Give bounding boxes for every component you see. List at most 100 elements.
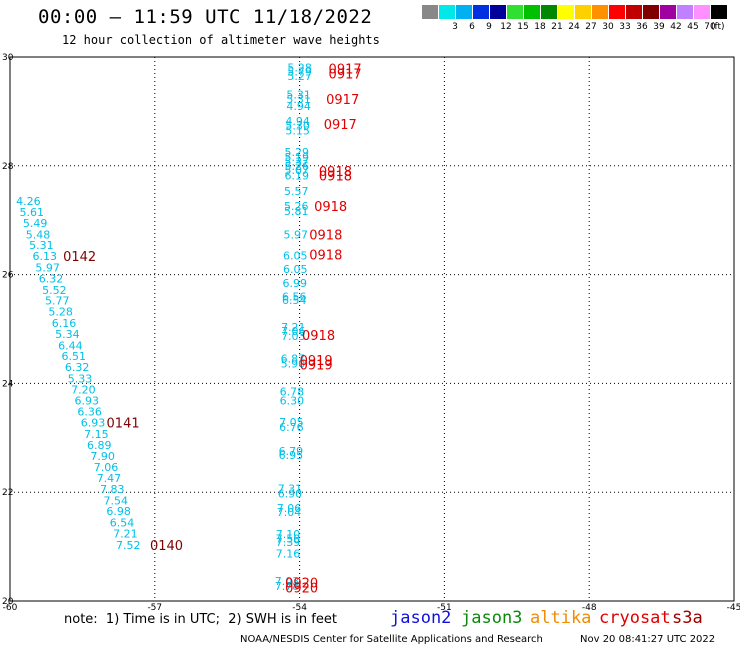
wave-height-value: 6.44	[58, 339, 83, 352]
wave-height-value: 7.04	[277, 506, 302, 519]
wave-height-value: 6.51	[61, 350, 86, 363]
legend-swatch	[609, 5, 625, 19]
legend-swatch	[677, 5, 693, 19]
wave-height-value: 5.77	[45, 295, 70, 308]
legend-label: 39	[653, 22, 665, 32]
pass-time-label: 0917	[329, 62, 362, 77]
pass-time-label: 0917	[329, 67, 362, 82]
wave-height-value: 5.31	[29, 239, 54, 252]
wave-height-value: 6.19	[284, 170, 309, 183]
legend-label: 45	[687, 22, 699, 32]
wave-height-value: 6.90	[278, 487, 303, 500]
wave-height-value: 7.31	[278, 482, 303, 495]
wave-height-value: 6.76	[279, 421, 304, 434]
legend-swatch	[541, 5, 557, 19]
wave-height-value: 7.83	[100, 483, 125, 496]
chart-subtitle: 12 hour collection of altimeter wave hei…	[62, 33, 380, 47]
wave-height-value: 7.06	[277, 502, 302, 515]
y-tick-label: 26	[2, 271, 14, 281]
legend-label: 21	[551, 22, 563, 32]
wave-height-value: 5.29	[284, 146, 309, 159]
wave-height-value: 6.79	[279, 445, 304, 458]
wave-height-value: 4.94	[286, 100, 311, 113]
legend-swatch	[626, 5, 642, 19]
legend-swatch	[490, 5, 506, 19]
wave-height-value: 5.28	[48, 306, 73, 319]
credit-line: NOAA/NESDIS Center for Satellite Applica…	[240, 634, 543, 645]
wave-height-value: 7.54	[103, 494, 128, 507]
wave-height-value: 5.19	[284, 151, 309, 164]
pass-time-label: 0141	[107, 417, 140, 432]
wave-height-value: 6.89	[87, 439, 112, 452]
legend-label: 33	[619, 22, 631, 32]
wave-height-value: 5.97	[283, 228, 308, 241]
wave-height-value: 7.06	[94, 461, 119, 474]
x-tick-label: -57	[147, 603, 162, 613]
legend-swatch	[558, 5, 574, 19]
wave-height-value: 7.20	[71, 383, 96, 396]
wave-height-value: 7.21	[281, 321, 306, 334]
legend-swatch	[439, 5, 455, 19]
x-tick-label: -48	[582, 603, 597, 613]
wave-height-value: 6.13	[33, 250, 58, 263]
wave-height-value: 7.50	[276, 532, 301, 545]
pass-time-label: 0918	[319, 170, 352, 185]
wave-height-value: 5.90	[281, 357, 306, 370]
map-frame	[9, 56, 735, 602]
wave-height-value: 6.99	[283, 277, 308, 290]
wave-height-value: 7.06	[281, 325, 306, 338]
legend-swatch	[592, 5, 608, 19]
wave-height-value: 5.15	[285, 124, 310, 137]
wave-height-value: 7.15	[84, 428, 109, 441]
pass-time-label: 0918	[314, 200, 347, 215]
legend-unit: (ft)	[711, 22, 725, 32]
legend-label: 18	[534, 22, 546, 32]
x-tick-label: -60	[3, 603, 18, 613]
wave-height-value: 6.05	[283, 250, 308, 263]
y-tick-label: 20	[2, 597, 14, 607]
y-tick-label: 22	[2, 488, 13, 498]
wave-height-value: 5.30	[285, 120, 310, 133]
legend-swatch	[473, 5, 489, 19]
x-tick-label: -51	[437, 603, 452, 613]
legend-label: 42	[670, 22, 682, 32]
legend-label: 9	[486, 22, 492, 32]
wave-height-value: 5.27	[287, 70, 312, 83]
legend-label: 15	[517, 22, 529, 32]
wave-height-value: 4.26	[16, 195, 41, 208]
pass-time-label: 0920	[285, 581, 318, 596]
legend-swatch	[643, 5, 659, 19]
wave-height-value: 5.33	[68, 373, 93, 386]
x-tick-label: -54	[292, 603, 307, 613]
legend-label: 12	[500, 22, 512, 32]
wave-height-value: 5.52	[42, 284, 67, 297]
y-tick-label: 24	[2, 379, 14, 389]
wave-height-value: 7.39	[276, 536, 301, 549]
legend-swatch	[660, 5, 676, 19]
legend-swatch	[456, 5, 472, 19]
wave-height-value: 5.81	[284, 205, 309, 218]
wave-height-value: 6.93	[74, 394, 99, 407]
y-tick-label: 28	[2, 162, 14, 172]
wave-height-value: 5.57	[284, 185, 309, 198]
pass-time-label: 0918	[319, 165, 352, 180]
wave-height-value: 7.90	[90, 450, 115, 463]
wave-height-value: 5.48	[26, 228, 51, 241]
generated-timestamp: Nov 20 08:41:27 UTC 2022	[580, 634, 716, 645]
satellite-cryosat-label: cryosat	[599, 608, 671, 628]
footer-note: note: 1) Time is in UTC; 2) SWH is in fe…	[64, 612, 337, 627]
wave-height-value: 7.05	[279, 416, 304, 429]
legend-label: 27	[585, 22, 597, 32]
wave-height-value: 5.28	[287, 61, 312, 74]
satellite-s3a-label: s3a	[672, 608, 703, 628]
wave-height-value: 6.32	[65, 361, 90, 374]
legend-label: 3	[452, 22, 458, 32]
wave-height-value: 7.03	[275, 575, 300, 588]
wave-height-value: 5.34	[55, 328, 80, 341]
legend-swatch	[524, 5, 540, 19]
wave-height-value: 6.95	[279, 449, 304, 462]
wave-height-value: 6.30	[280, 394, 305, 407]
wave-height-value: 7.03	[281, 330, 306, 343]
wave-height-value: 7.78	[275, 580, 300, 593]
